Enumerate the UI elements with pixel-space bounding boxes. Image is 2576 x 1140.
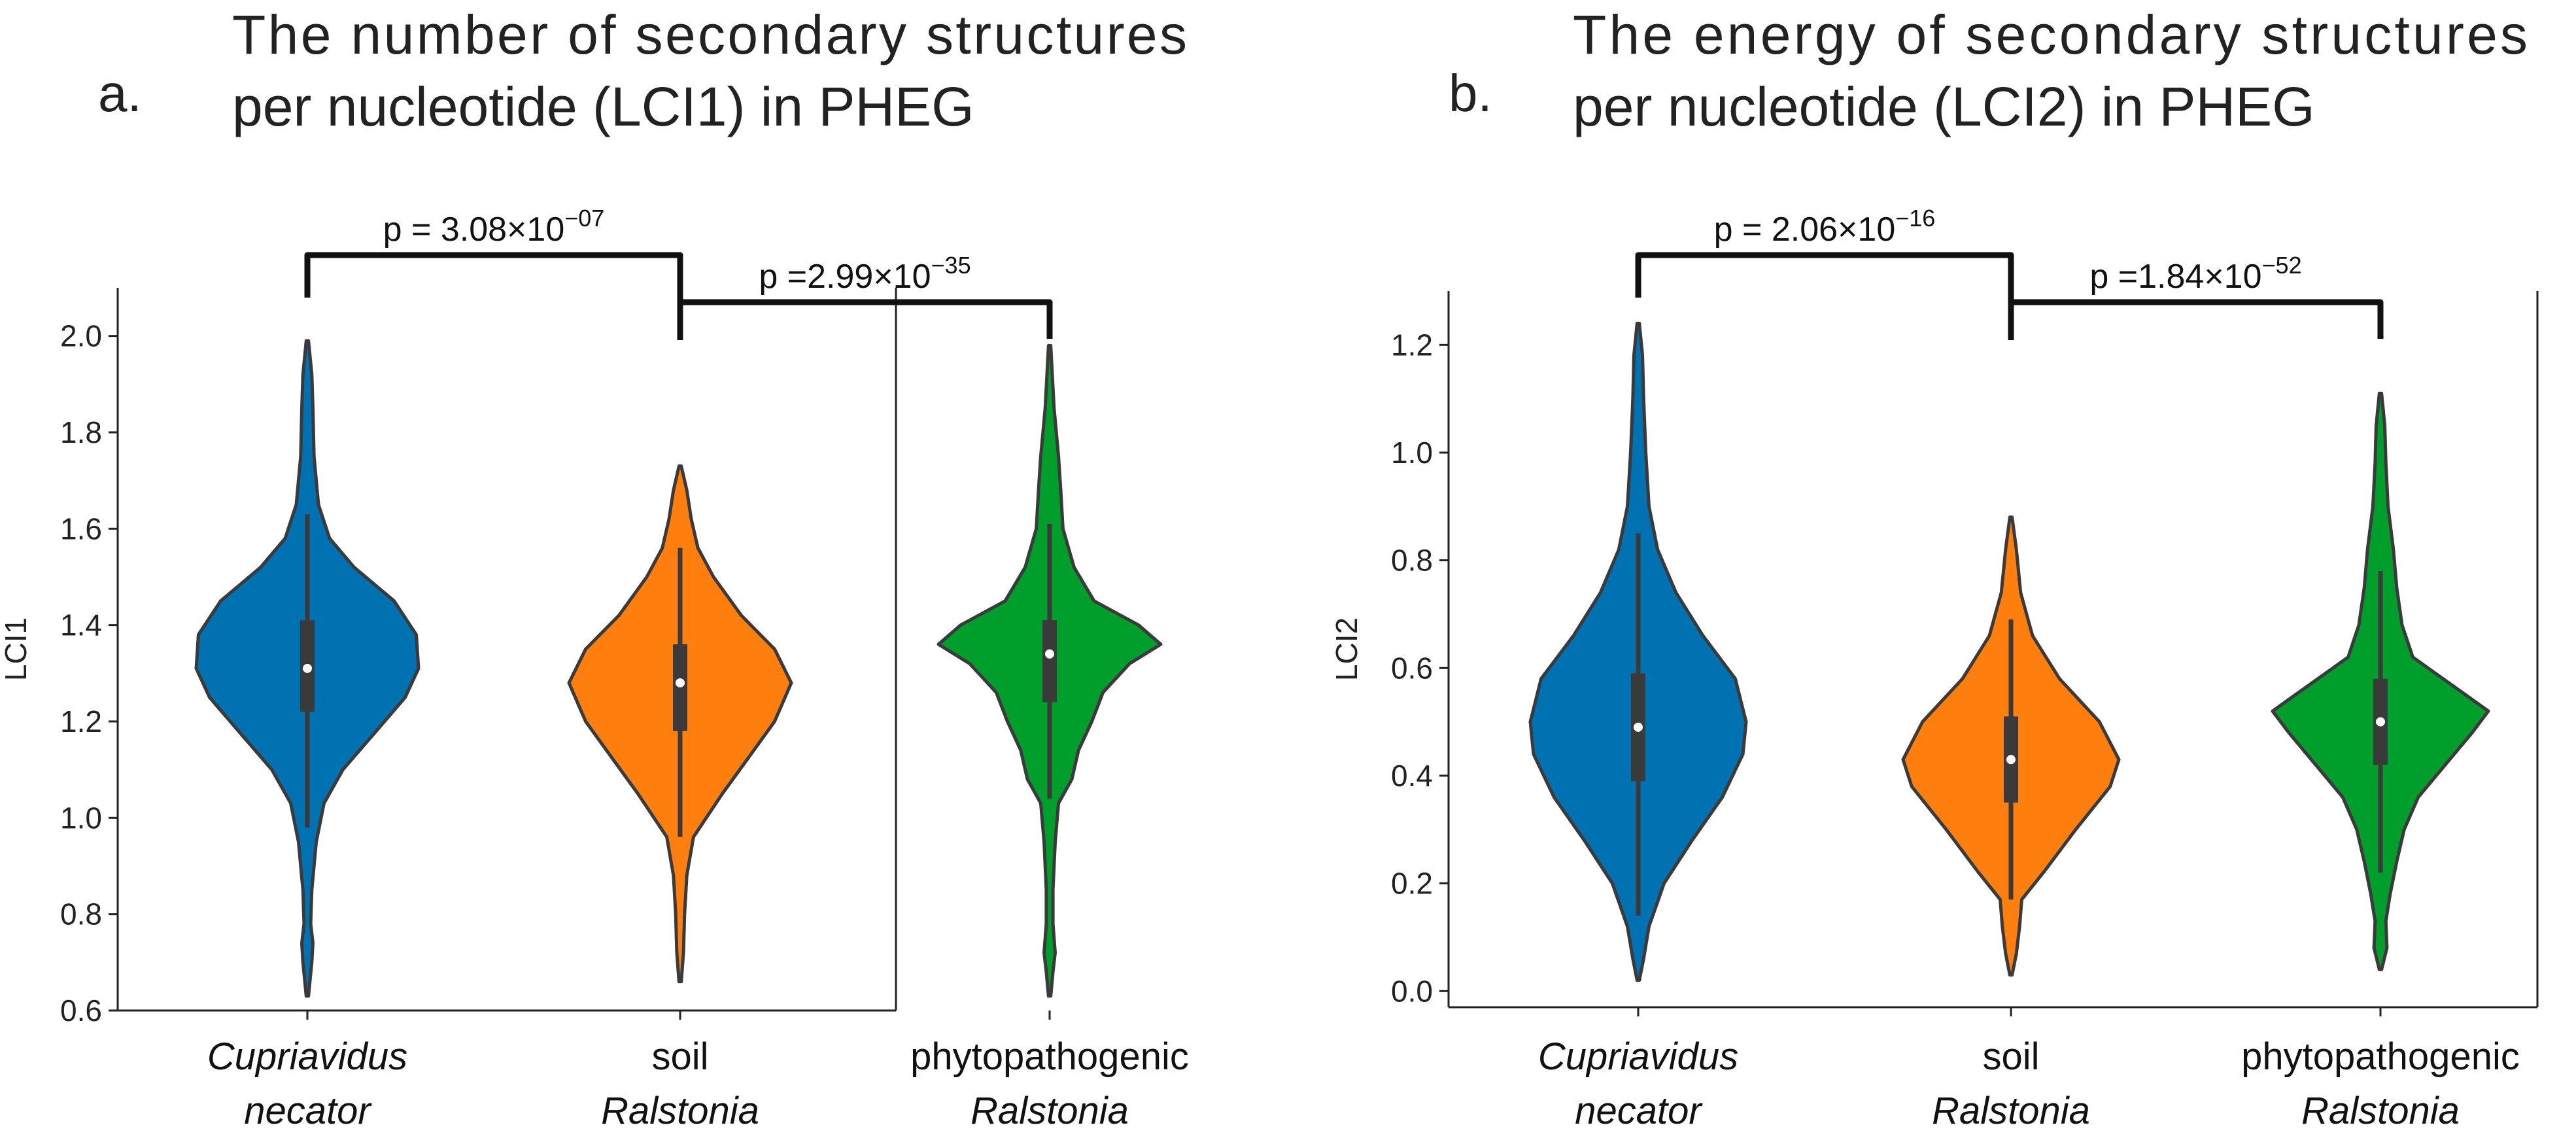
violin-2 xyxy=(2271,391,2490,971)
y-tick-label: 1.6 xyxy=(60,511,102,545)
y-tick-label: 0.2 xyxy=(1391,867,1433,901)
y-tick-label: 1.2 xyxy=(60,704,102,738)
p-value-base: p = 2.06×10 xyxy=(1714,211,1896,249)
chart-title-line: per nucleotide (LCI2) in PHEG xyxy=(1573,76,2315,137)
panel-a-violin-chart: a. The number of secondary structures per … xyxy=(0,4,1189,1132)
y-tick-label: 2.0 xyxy=(60,319,102,353)
x-category-label-line1: phytopathogenic xyxy=(2241,1035,2520,1078)
panel-letter: a. xyxy=(98,64,142,122)
y-tick-label: 1.4 xyxy=(60,608,102,642)
y-tick-label: 0.8 xyxy=(60,897,102,931)
significance-bracket xyxy=(677,299,1053,340)
violin-0 xyxy=(194,339,421,998)
x-category-label-line2: Ralstonia xyxy=(2301,1090,2460,1132)
panel-letter: b. xyxy=(1449,64,1492,122)
p-value-exponent: −52 xyxy=(2262,252,2302,279)
violin-iqr-box xyxy=(1042,620,1057,702)
significance-bracket xyxy=(2008,299,2384,340)
violin-2 xyxy=(936,343,1163,998)
violin-median-dot xyxy=(676,678,685,688)
x-category-label-line2: Ralstonia xyxy=(601,1090,759,1132)
chart-title-line: per nucleotide (LCI1) in PHEG xyxy=(232,76,974,137)
violin-median-dot xyxy=(2006,755,2016,765)
y-tick-label: 0.0 xyxy=(1391,974,1433,1008)
p-value-label: p =2.99×10−35 xyxy=(759,252,970,296)
chart-title-line: The energy of secondary structures xyxy=(1573,4,2528,65)
violin-1 xyxy=(1901,515,2121,977)
violin-1 xyxy=(567,464,793,984)
p-value-exponent: −07 xyxy=(564,205,604,232)
x-category-label-line1: soil xyxy=(1982,1035,2039,1078)
x-category-label-line1: Cupriavidus xyxy=(207,1035,407,1078)
violin-0 xyxy=(1528,321,1748,982)
p-value-label: p = 3.08×10−07 xyxy=(383,205,605,249)
y-tick-label: 0.6 xyxy=(1391,651,1433,685)
p-value-base: p = 3.08×10 xyxy=(383,211,565,249)
y-tick-label: 1.8 xyxy=(60,415,102,449)
panel-b-violin-chart: b. The energy of secondary structures per … xyxy=(1330,4,2539,1132)
p-value-base: p =2.99×10 xyxy=(759,258,931,296)
significance-bracket xyxy=(304,252,683,320)
violin-median-dot xyxy=(2376,717,2385,727)
x-category-label-line2: necator xyxy=(244,1090,372,1132)
p-value-label: p = 2.06×10−16 xyxy=(1714,205,1936,249)
violin-iqr-box xyxy=(673,644,687,731)
x-category-label-line2: necator xyxy=(1575,1090,1703,1132)
x-category-label-line1: soil xyxy=(651,1035,708,1078)
y-tick-label: 1.0 xyxy=(60,801,102,835)
p-value-exponent: −16 xyxy=(1895,205,1935,232)
significance-bracket xyxy=(1635,252,2014,320)
y-tick-label: 0.6 xyxy=(60,993,102,1028)
x-category-label-line1: Cupriavidus xyxy=(1538,1035,1738,1078)
y-axis-label: LCI2 xyxy=(1330,617,1364,681)
p-value-base: p =1.84×10 xyxy=(2089,258,2261,296)
chart-title-line: The number of secondary structures xyxy=(232,4,1187,65)
x-category-label-line1: phytopathogenic xyxy=(910,1035,1189,1078)
violin-median-dot xyxy=(1045,649,1054,659)
p-value-exponent: −35 xyxy=(931,252,971,279)
y-tick-label: 0.4 xyxy=(1391,759,1433,793)
x-category-label-line2: Ralstonia xyxy=(1932,1090,2090,1132)
violin-median-dot xyxy=(303,663,312,673)
y-tick-label: 0.8 xyxy=(1391,544,1433,578)
x-category-label-line2: Ralstonia xyxy=(970,1090,1129,1132)
y-tick-label: 1.0 xyxy=(1391,436,1433,470)
p-value-label: p =1.84×10−52 xyxy=(2089,252,2301,296)
violin-median-dot xyxy=(1634,722,1643,732)
y-tick-label: 1.2 xyxy=(1391,328,1433,362)
y-axis-label: LCI1 xyxy=(0,617,33,681)
